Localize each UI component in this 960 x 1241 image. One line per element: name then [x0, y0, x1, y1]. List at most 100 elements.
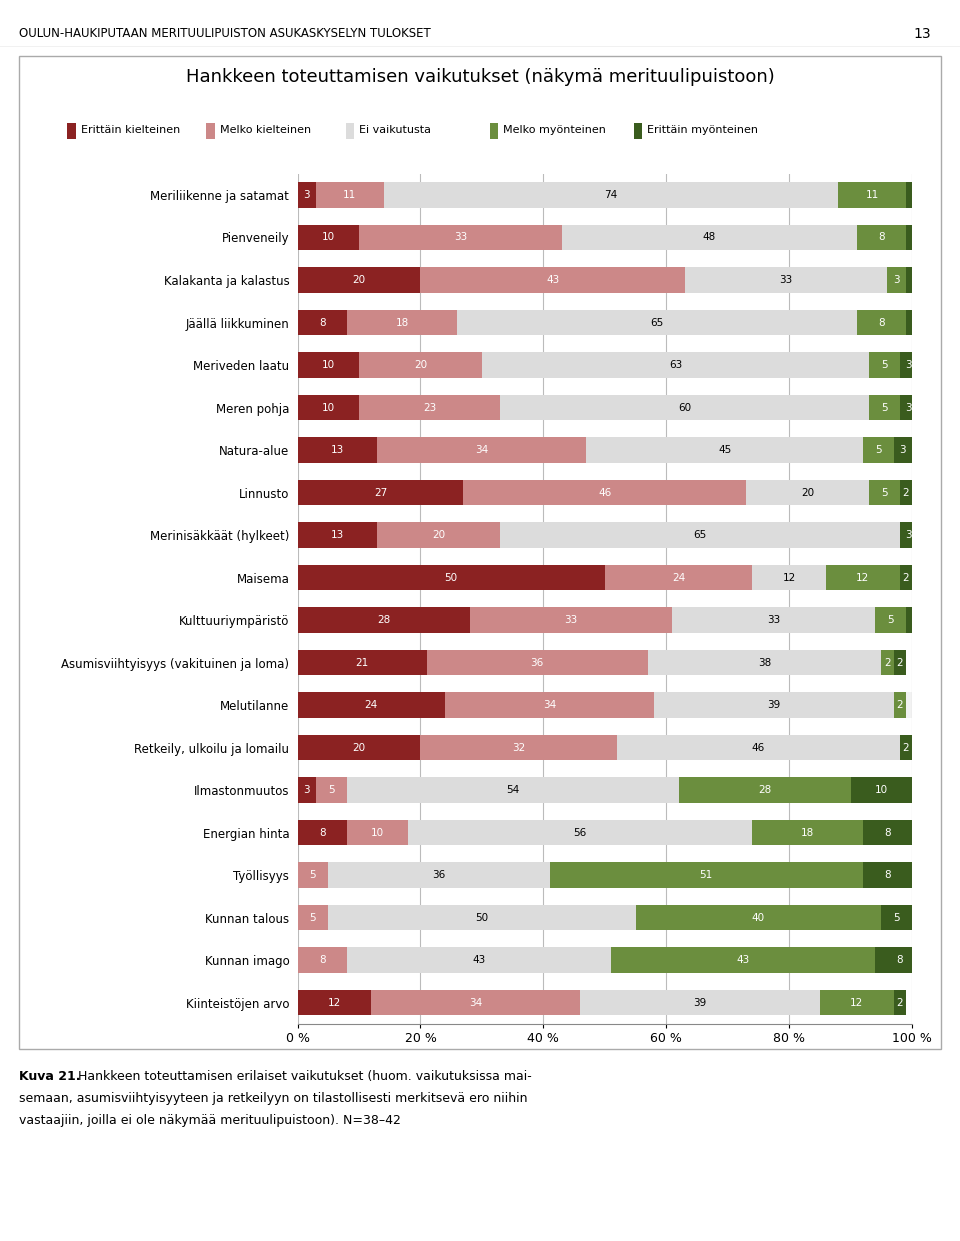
Text: 2: 2 [897, 700, 903, 710]
Bar [900, 395, 918, 421]
Bar [869, 352, 900, 377]
Text: 27: 27 [373, 488, 387, 498]
Bar [384, 182, 838, 207]
Bar [906, 267, 924, 293]
Text: 20: 20 [352, 276, 366, 285]
Bar [876, 607, 906, 633]
Text: 43: 43 [472, 956, 486, 965]
Bar [464, 480, 746, 505]
Text: 32: 32 [512, 742, 525, 752]
Text: 50: 50 [444, 572, 458, 582]
Bar [372, 990, 580, 1015]
Text: Ei vaikutusta: Ei vaikutusta [359, 125, 431, 135]
Text: Hankkeen toteuttamisen erilaiset vaikutukset (huom. vaikutuksissa mai-: Hankkeen toteuttamisen erilaiset vaikutu… [74, 1070, 532, 1082]
Text: 74: 74 [604, 190, 617, 200]
Text: 5: 5 [887, 616, 894, 625]
Bar [636, 905, 881, 931]
Text: 8: 8 [319, 956, 325, 965]
Text: 2: 2 [902, 488, 909, 498]
Text: 23: 23 [423, 402, 437, 412]
Text: 46: 46 [752, 742, 765, 752]
Text: 5: 5 [328, 786, 335, 795]
Bar [298, 395, 359, 421]
Bar [298, 607, 469, 633]
Text: 34: 34 [475, 446, 489, 455]
Bar [359, 225, 562, 251]
Bar [298, 862, 912, 887]
Text: 20: 20 [414, 360, 427, 370]
Bar [298, 692, 445, 717]
Text: 11: 11 [343, 190, 356, 200]
Text: 5: 5 [881, 488, 888, 498]
Bar [549, 862, 863, 887]
Text: 3: 3 [303, 190, 310, 200]
Text: 50: 50 [475, 912, 489, 922]
Text: 2: 2 [902, 742, 909, 752]
Bar [863, 437, 894, 463]
Bar [887, 267, 906, 293]
Text: 34: 34 [469, 998, 483, 1008]
Text: 5: 5 [881, 360, 888, 370]
Text: 11: 11 [865, 190, 878, 200]
Bar [746, 480, 869, 505]
Bar [500, 522, 900, 547]
Bar [684, 267, 887, 293]
Bar [298, 990, 372, 1015]
Bar [298, 607, 912, 633]
Bar [753, 820, 863, 845]
Bar [298, 947, 347, 973]
Bar [298, 480, 912, 505]
Text: 3: 3 [894, 276, 900, 285]
Bar [347, 947, 611, 973]
Text: 34: 34 [542, 700, 556, 710]
Bar [420, 735, 617, 761]
Text: 5: 5 [875, 446, 881, 455]
Bar [298, 777, 316, 803]
Bar [906, 225, 924, 251]
Text: Hankkeen toteuttamisen vaikutukset (näkymä merituulipuistoon): Hankkeen toteuttamisen vaikutukset (näky… [185, 68, 775, 87]
Bar [298, 777, 912, 803]
Bar [826, 565, 900, 591]
Bar [298, 267, 912, 293]
Text: 3: 3 [912, 276, 919, 285]
Text: 56: 56 [573, 828, 587, 838]
Text: 2: 2 [902, 572, 909, 582]
Bar [906, 310, 924, 335]
Bar [298, 310, 347, 335]
Bar [856, 225, 906, 251]
Text: 21: 21 [355, 658, 369, 668]
Bar [617, 735, 900, 761]
Bar [377, 522, 500, 547]
Text: 24: 24 [365, 700, 378, 710]
Bar [298, 990, 912, 1015]
Text: 10: 10 [875, 786, 888, 795]
Text: 65: 65 [650, 318, 663, 328]
Bar [851, 777, 912, 803]
Text: 2: 2 [897, 658, 903, 668]
Bar [654, 692, 894, 717]
Text: 18: 18 [396, 318, 409, 328]
Bar [445, 692, 654, 717]
Text: Kuva 21.: Kuva 21. [19, 1070, 81, 1082]
Text: 13: 13 [331, 530, 345, 540]
Bar [869, 480, 900, 505]
Text: 8: 8 [878, 318, 884, 328]
Text: 3: 3 [303, 786, 310, 795]
Text: 43: 43 [546, 276, 560, 285]
Bar [863, 820, 912, 845]
Bar [753, 565, 826, 591]
Text: 28: 28 [757, 786, 771, 795]
Text: 33: 33 [564, 616, 578, 625]
Text: 54: 54 [506, 786, 519, 795]
Text: 12: 12 [782, 572, 796, 582]
Text: 2: 2 [884, 658, 891, 668]
Bar [298, 352, 359, 377]
Text: 8: 8 [897, 956, 903, 965]
Bar [298, 820, 912, 845]
Bar [359, 352, 482, 377]
Text: 51: 51 [700, 870, 713, 880]
Text: 13: 13 [331, 446, 345, 455]
Text: 3: 3 [905, 530, 912, 540]
Text: 63: 63 [669, 360, 683, 370]
Bar [900, 735, 912, 761]
